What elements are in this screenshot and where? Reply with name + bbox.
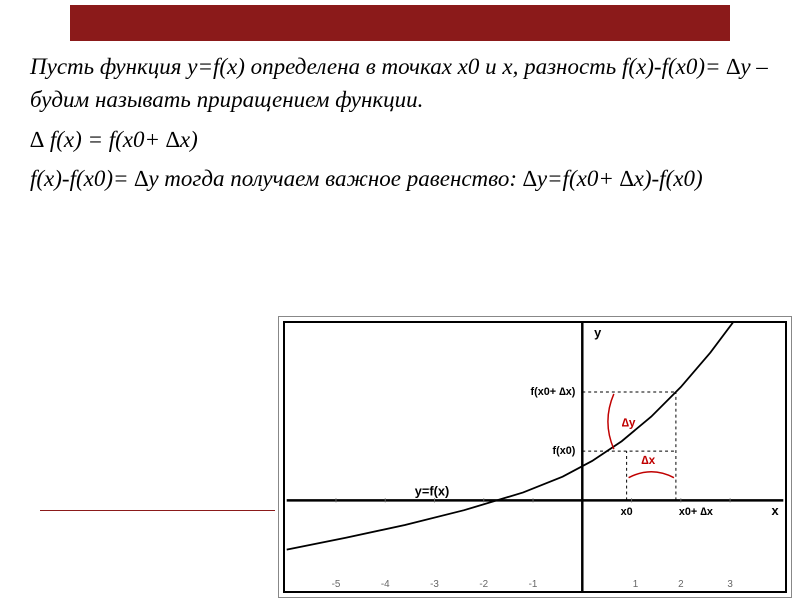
svg-text:2: 2 [678, 579, 683, 590]
label-x0: x0 [621, 506, 633, 518]
svg-text:1: 1 [633, 579, 638, 590]
paragraph-definition: Пусть функция y=f(x) определена в точках… [30, 50, 770, 117]
function-graph: -5 -4 -3 -2 -1 1 2 3 [278, 316, 792, 598]
svg-text:-4: -4 [381, 579, 390, 590]
guide-lines [582, 392, 676, 500]
divider-line [40, 510, 275, 511]
y-axis-label: y [594, 325, 602, 340]
svg-text:-2: -2 [479, 579, 488, 590]
label-fx0dx: f(x0+ ∆x) [531, 386, 576, 398]
main-text-block: Пусть функция y=f(x) определена в точках… [30, 50, 770, 201]
svg-text:-5: -5 [332, 579, 341, 590]
svg-text:-1: -1 [529, 579, 538, 590]
header-bar [70, 5, 730, 41]
x-ticks: -5 -4 -3 -2 -1 1 2 3 [332, 498, 734, 590]
delta-y-bracket [608, 394, 614, 449]
delta-y-label: ∆y [622, 415, 636, 429]
graph-canvas: -5 -4 -3 -2 -1 1 2 3 [283, 321, 787, 593]
delta-x-label: ∆x [641, 453, 655, 467]
delta-x-bracket [629, 472, 674, 478]
graph-svg: -5 -4 -3 -2 -1 1 2 3 [285, 323, 785, 591]
label-x0dx: x0+ ∆x [679, 506, 713, 518]
svg-text:-3: -3 [430, 579, 439, 590]
function-name-label: y=f(x) [415, 483, 450, 498]
label-fx0: f(x0) [553, 445, 576, 457]
x-axis-label: x [771, 503, 779, 518]
paragraph-formula-2: f(x)-f(x0)= ∆y тогда получаем важное рав… [30, 162, 770, 195]
paragraph-formula-1: ∆ f(x) = f(x0+ ∆x) [30, 123, 770, 156]
svg-text:3: 3 [727, 579, 733, 590]
